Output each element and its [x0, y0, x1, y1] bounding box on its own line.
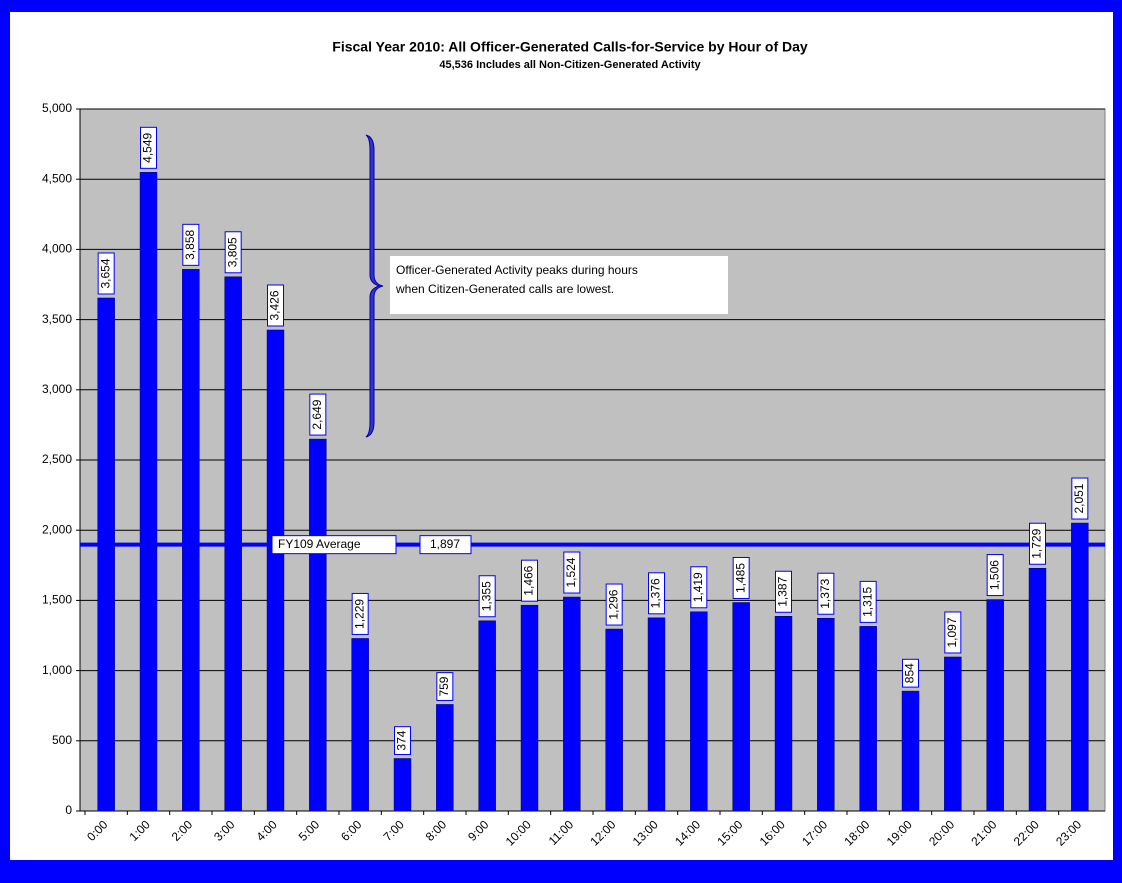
- value-label: 759: [437, 676, 451, 696]
- value-label: 3,805: [225, 237, 239, 267]
- value-label-box: [648, 572, 665, 615]
- bar: [563, 596, 581, 812]
- value-label: 1,466: [522, 565, 536, 595]
- value-label: 374: [395, 730, 409, 750]
- bar: [309, 438, 327, 812]
- average-name-box: [271, 535, 397, 555]
- value-label-box: [309, 393, 327, 436]
- y-tick-label: 500: [52, 733, 72, 747]
- bar: [605, 628, 623, 812]
- y-tick-label: 2,500: [42, 452, 72, 466]
- value-label-box: [224, 231, 242, 274]
- marks: [97, 172, 1089, 812]
- bar: [266, 329, 285, 812]
- y-tick-label: 3,500: [42, 312, 72, 326]
- bar: [139, 172, 158, 812]
- y-tick-label: 4,000: [42, 242, 72, 256]
- value-label: 1,355: [479, 581, 493, 611]
- bar: [1028, 567, 1047, 812]
- value-label-box: [267, 284, 284, 327]
- value-label-box: [775, 570, 792, 613]
- annotation-text: Officer-Generated Activity peaks during …: [396, 263, 638, 277]
- value-label: 1,376: [649, 578, 663, 608]
- bar: [1071, 522, 1089, 812]
- value-label: 3,426: [268, 290, 282, 320]
- y-tick-label: 5,000: [42, 101, 72, 115]
- average-name: FY109 Average: [278, 537, 361, 551]
- value-label-box: [394, 726, 411, 755]
- bar: [732, 602, 750, 812]
- average-label-box: [419, 535, 472, 555]
- value-label-box: [521, 559, 538, 602]
- value-label-box: [690, 566, 708, 609]
- value-label: 4,549: [141, 132, 155, 162]
- value-label-box: [902, 658, 919, 688]
- value-label-box: [140, 126, 157, 169]
- value-label-box: [859, 580, 877, 623]
- annotation-box: [390, 256, 728, 314]
- value-label: 1,485: [733, 563, 747, 593]
- y-tick-label: 2,000: [42, 522, 72, 536]
- value-label: 1,506: [987, 560, 1001, 590]
- value-label: 1,387: [776, 576, 790, 606]
- value-label-box: [944, 611, 962, 654]
- value-label-box: [1071, 477, 1089, 520]
- value-label: 1,373: [818, 578, 832, 608]
- value-label: 2,649: [310, 399, 324, 429]
- value-label-box: [817, 572, 835, 615]
- y-tick-label: 1,500: [42, 593, 72, 607]
- y-tick-label: 1,000: [42, 663, 72, 677]
- bar: [944, 656, 962, 812]
- value-label-box: [986, 554, 1004, 597]
- annotation-text: when Citizen-Generated calls are lowest.: [395, 282, 614, 296]
- brace: [365, 134, 384, 438]
- value-label: 1,296: [606, 589, 620, 619]
- bar: [690, 611, 708, 812]
- value-label-box: [351, 592, 369, 635]
- value-label: 3,654: [98, 258, 112, 288]
- value-label: 1,229: [352, 599, 366, 629]
- value-label-box: [732, 557, 750, 600]
- bar: [647, 617, 666, 812]
- value-label: 1,524: [564, 557, 578, 587]
- bar: [986, 599, 1004, 812]
- bar: [774, 616, 793, 812]
- bar: [97, 297, 115, 812]
- value-label-box: [436, 672, 454, 701]
- bar: [901, 690, 920, 812]
- bar: [436, 704, 454, 812]
- y-tick-label: 4,500: [42, 171, 72, 185]
- average-label: 1,897: [430, 537, 460, 551]
- value-label: 1,729: [1030, 528, 1044, 558]
- bar: [478, 620, 496, 812]
- value-label: 1,315: [860, 587, 874, 617]
- value-label: 2,051: [1072, 483, 1086, 513]
- chart-title: Fiscal Year 2010: All Officer-Generated …: [332, 39, 808, 55]
- bar: [393, 758, 412, 812]
- value-label-box: [182, 223, 200, 266]
- value-label: 854: [903, 663, 917, 683]
- value-label: 1,419: [691, 572, 705, 602]
- value-label-box: [563, 551, 581, 594]
- bar: [351, 638, 369, 812]
- value-label: 1,097: [945, 617, 959, 647]
- bar: [859, 626, 877, 812]
- value-label: 3,858: [183, 229, 197, 259]
- value-label-box: [478, 575, 496, 618]
- chart-subtitle: 45,536 Includes all Non-Citizen-Generate…: [439, 59, 701, 71]
- y-tick-label: 3,000: [42, 382, 72, 396]
- value-label-box: [605, 583, 623, 626]
- value-label-box: [1029, 522, 1046, 565]
- bar: [520, 604, 539, 812]
- bar: [182, 269, 200, 812]
- value-label-box: [97, 252, 115, 295]
- grid: [76, 108, 1105, 812]
- y-tick-label: 0: [65, 803, 72, 817]
- bar: [817, 617, 835, 812]
